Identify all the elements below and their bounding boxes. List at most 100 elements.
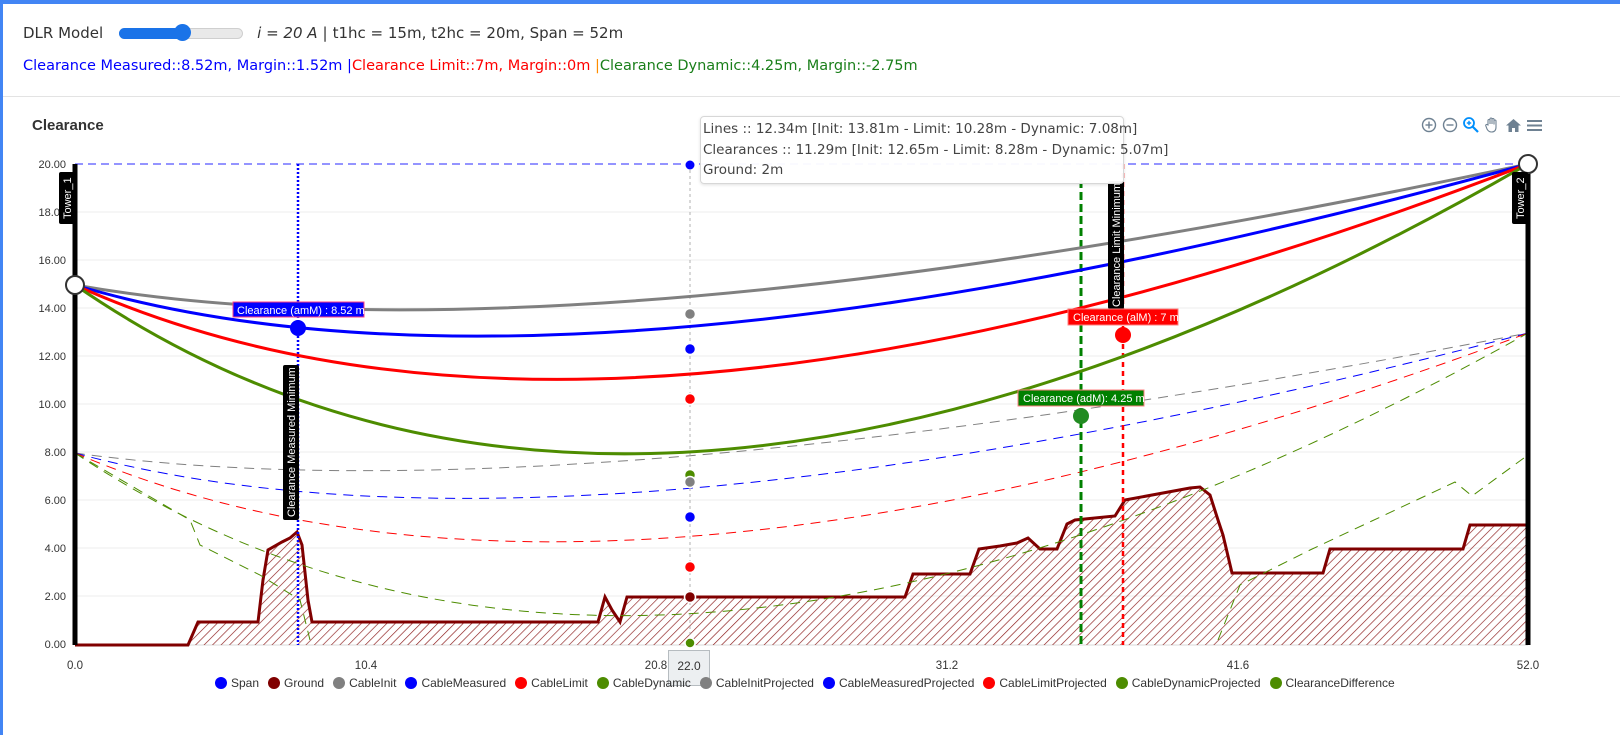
legend-label: Ground	[284, 676, 325, 690]
cable-measured	[74, 162, 1529, 338]
menu-hamburger-icon[interactable]	[1525, 116, 1543, 134]
legend-marker	[699, 677, 712, 689]
legend-marker	[215, 677, 227, 689]
limit-minimum-label: Clearance Limit Minimum	[1108, 181, 1124, 309]
x-axis-ticks: 0.0 10.4 20.8 31.2 41.6 52.0	[67, 660, 1539, 672]
y-tick: 12.00	[38, 351, 66, 363]
cable-measured-projected	[74, 332, 1529, 499]
ground-area	[75, 487, 1528, 645]
clearance-summary: Clearance Measured::8.52m, Margin::1.52m…	[23, 58, 918, 74]
slider-fill	[119, 28, 184, 39]
legend-label: ClearanceDifference	[1285, 676, 1395, 690]
legend-item-cable-measured-projected[interactable]: CableMeasuredProjected	[822, 676, 975, 690]
tower-params: t1hc = 15m, t2hc = 20m, Span = 52m	[332, 24, 624, 42]
legend-label: CableDynamicProjected	[1131, 676, 1261, 690]
legend-marker	[515, 677, 528, 689]
separator: |	[322, 24, 328, 42]
svg-text:Clearance (amM) : 8.52 m: Clearance (amM) : 8.52 m	[237, 305, 365, 317]
y-tick: 10.00	[38, 399, 66, 411]
svg-text:Clearance (adM): 4.25 m: Clearance (adM): 4.25 m	[1023, 393, 1145, 405]
home-reset-icon[interactable]	[1504, 116, 1522, 134]
legend-item-span[interactable]: Span	[215, 676, 259, 690]
slider-thumb[interactable]	[174, 24, 192, 41]
x-tick: 41.6	[1227, 660, 1249, 672]
chart-toolbar	[1420, 116, 1543, 134]
svg-text:Clearance Measured Minimum: Clearance Measured Minimum	[286, 367, 298, 517]
measured-minimum-label: Clearance Measured Minimum	[283, 365, 299, 520]
x-tick: 10.4	[355, 660, 378, 672]
legend-label: CableMeasured	[421, 676, 507, 690]
model-controls: DLR Model i = 20 A | t1hc = 15m, t2hc = …	[23, 24, 623, 42]
legend-label: CableInitProjected	[715, 676, 814, 690]
chart-title: Clearance	[32, 117, 104, 134]
tooltip-ground: Ground: 2m	[703, 162, 784, 178]
legend-label: CableInit	[349, 676, 397, 690]
zoom-out-icon[interactable]	[1441, 116, 1459, 134]
crosshair-tooltip: Lines :: 12.34m [Init: 13.81m - Limit: 1…	[700, 116, 1169, 184]
cable-init-projected	[74, 332, 1529, 472]
tower-1-label: Tower_1	[59, 172, 75, 224]
limit-point-annotation: Clearance (alM) : 7 m	[1067, 308, 1179, 343]
legend-marker	[983, 677, 996, 689]
legend-item-cable-dynamic-projected[interactable]: CableDynamicProjected	[1115, 676, 1261, 690]
y-tick: 16.00	[38, 255, 66, 267]
y-tick: 4.00	[45, 543, 66, 555]
y-tick: 6.00	[45, 495, 66, 507]
legend-marker	[596, 677, 609, 689]
legend-marker	[268, 677, 281, 689]
summary-sep-1: |	[347, 58, 352, 74]
summary-limit: Clearance Limit::7m, Margin::0m	[351, 58, 591, 74]
svg-text:Tower_2: Tower_2	[1515, 177, 1527, 219]
cable-init	[74, 162, 1529, 312]
summary-sep-2: |	[594, 58, 600, 74]
svg-text:Clearance (alM) : 7 m: Clearance (alM) : 7 m	[1073, 312, 1179, 324]
legend-label: CableDynamic	[612, 676, 691, 690]
pan-hand-icon[interactable]	[1483, 116, 1501, 134]
crosshair-markers	[683, 160, 697, 649]
selection-zoom-icon[interactable]	[1462, 116, 1480, 134]
legend-item-cable-init[interactable]: CableInit	[333, 676, 396, 690]
legend-marker	[1269, 677, 1282, 689]
tooltip-clearances: Clearances :: 11.29m [Init: 12.65m - Lim…	[703, 141, 1169, 158]
y-tick: 2.00	[45, 591, 66, 603]
cable-dynamic	[74, 162, 1529, 456]
legend-label: CableLimitProjected	[999, 676, 1107, 690]
chart-legend: Span Ground CableInit CableMeasured Cabl…	[215, 676, 1404, 690]
cable-limit	[74, 162, 1529, 381]
y-axis-ticks: 20.00 18.00 16.00 14.00 12.00 10.00 8.00…	[38, 159, 66, 651]
legend-marker	[822, 677, 835, 689]
tower-2-label: Tower_2	[1512, 172, 1528, 224]
summary-measured: Clearance Measured::8.52m, Margin::1.52m	[23, 58, 343, 74]
legend-marker	[333, 677, 346, 689]
legend-label: CableMeasuredProjected	[838, 676, 975, 690]
x-tick: 20.8	[645, 660, 667, 672]
current-value: i = 20 A	[257, 24, 318, 42]
current-slider[interactable]	[119, 24, 244, 41]
ground-line	[75, 485, 1528, 647]
legend-marker	[405, 677, 418, 689]
tower-1-attach-point[interactable]	[65, 275, 85, 295]
measured-point-annotation: Clearance (amM) : 8.52 m	[232, 301, 365, 336]
x-tick: 31.2	[936, 660, 958, 672]
tower-2-attach-point[interactable]	[1518, 154, 1538, 174]
legend-item-cable-limit[interactable]: CableLimit	[515, 676, 588, 690]
dynamic-point-annotation: Clearance (adM): 4.25 m	[1017, 389, 1145, 424]
legend-marker	[1115, 677, 1128, 689]
zoom-in-icon[interactable]	[1420, 116, 1438, 134]
legend-item-ground[interactable]: Ground	[268, 676, 324, 690]
top-accent-bar	[0, 0, 1620, 4]
legend-item-cable-init-projected[interactable]: CableInitProjected	[699, 676, 814, 690]
header-panel: DLR Model i = 20 A | t1hc = 15m, t2hc = …	[3, 4, 1620, 97]
cable-limit-projected	[74, 332, 1529, 543]
svg-text:Tower_1: Tower_1	[62, 177, 74, 219]
y-tick: 8.00	[45, 447, 66, 459]
legend-label: CableLimit	[531, 676, 588, 690]
x-tick: 52.0	[1517, 660, 1539, 672]
legend-item-cable-measured[interactable]: CableMeasured	[405, 676, 506, 690]
svg-text:Clearance Limit Minimum: Clearance Limit Minimum	[1111, 183, 1123, 307]
legend-item-clearance-difference[interactable]: ClearanceDifference	[1269, 676, 1395, 690]
clearance-difference	[74, 452, 1529, 641]
legend-item-cable-limit-projected[interactable]: CableLimitProjected	[983, 676, 1107, 690]
legend-item-cable-dynamic[interactable]: CableDynamic	[596, 676, 691, 690]
